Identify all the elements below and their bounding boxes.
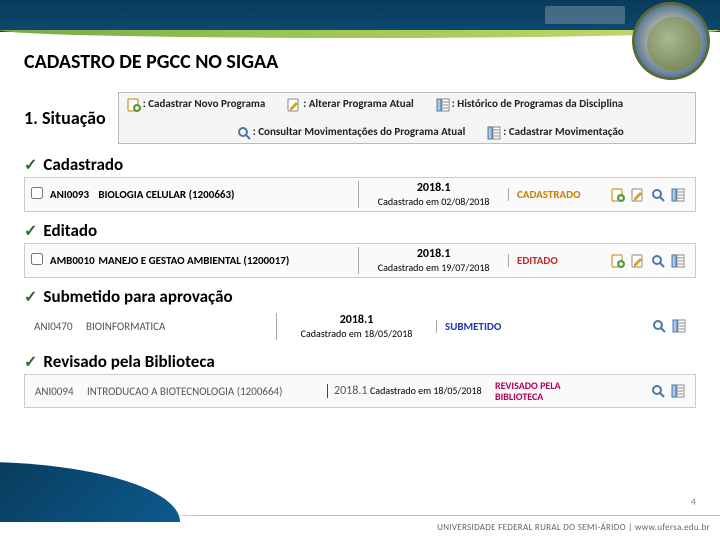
status-badge: SUBMETIDO	[436, 320, 546, 333]
magnifier-icon[interactable]	[651, 384, 665, 398]
state-label: Editado	[43, 220, 97, 241]
magnifier-icon	[237, 126, 250, 139]
page-title: CADASTRO DE PGCC NO SIGAA	[24, 50, 696, 74]
list-icon	[436, 98, 449, 111]
action-icons	[546, 319, 690, 333]
doc-plus-icon[interactable]	[611, 188, 625, 202]
pencil-icon[interactable]	[631, 188, 645, 202]
legend-label: : Consultar Movimentações do Programa At…	[253, 124, 466, 140]
state-heading: ✓ Submetido para aprovação	[24, 286, 696, 307]
period-value: 2018.1	[334, 384, 367, 398]
section-label: 1. Situação	[24, 107, 106, 129]
pencil-icon	[287, 98, 300, 111]
course-code: ANI0093	[46, 188, 98, 201]
page-number: 4	[691, 495, 696, 508]
legend-item: : Cadastrar Novo Programa	[127, 96, 266, 112]
course-code: ANI0470	[30, 320, 86, 333]
header-bar	[0, 0, 720, 32]
legend-item: : Histórico de Programas da Disciplina	[436, 96, 623, 112]
footer: 4 UNIVERSIDADE FEDERAL RURAL DO SEMI-ÁRI…	[0, 506, 720, 540]
magnifier-icon[interactable]	[652, 319, 666, 333]
check-icon: ✓	[24, 352, 37, 372]
state-label: Cadastrado	[43, 154, 123, 175]
doc-plus-icon[interactable]	[611, 254, 625, 268]
course-row: AMB0010 MANEJO E GESTAO AMBIENTAL (12000…	[24, 243, 696, 278]
footer-text: UNIVERSIDADE FEDERAL RURAL DO SEMI-ÁRIDO…	[437, 522, 710, 533]
list-icon	[487, 126, 500, 139]
legend-label: : Cadastrar Movimentação	[503, 124, 623, 140]
date-value: Cadastrado em 19/07/2018	[363, 261, 504, 274]
list-icon[interactable]	[671, 254, 685, 268]
course-row: ANI0094 INTRODUCAO A BIOTECNOLOGIA (1200…	[24, 374, 696, 408]
check-icon: ✓	[24, 287, 37, 307]
period-value: 2018.1	[363, 247, 504, 261]
action-icons	[597, 384, 689, 398]
doc-plus-icon	[127, 98, 140, 111]
period-cell: 2018.1Cadastrado em 19/07/2018	[358, 247, 508, 274]
action-icons	[611, 254, 689, 268]
state-label: Submetido para aprovação	[43, 286, 232, 307]
period-cell: 2018.1Cadastrado em 02/08/2018	[358, 181, 508, 208]
legend-label: : Histórico de Programas da Disciplina	[452, 96, 623, 112]
course-code: AMB0010	[46, 254, 98, 267]
status-badge: EDITADO	[508, 254, 611, 267]
date-value: Cadastrado em 02/08/2018	[363, 195, 504, 208]
legend-label: : Alterar Programa Atual	[303, 96, 414, 112]
course-code: ANI0094	[31, 385, 87, 398]
status-badge: CADASTRADO	[508, 188, 611, 201]
list-icon[interactable]	[671, 188, 685, 202]
legend-strip: : Cadastrar Novo Programa : Alterar Prog…	[118, 92, 696, 144]
row-checkbox[interactable]	[31, 253, 43, 265]
footer-curve	[0, 462, 180, 522]
legend-item: : Cadastrar Movimentação	[487, 124, 623, 140]
check-icon: ✓	[24, 221, 37, 241]
list-icon[interactable]	[671, 384, 685, 398]
list-icon[interactable]	[672, 319, 686, 333]
magnifier-icon[interactable]	[651, 188, 665, 202]
date-value: Cadastrado em 18/05/2018	[281, 327, 432, 340]
pencil-icon[interactable]	[631, 254, 645, 268]
legend-label: : Cadastrar Novo Programa	[143, 96, 266, 112]
status-badge: REVISADO PELA BIBLIOTECA	[487, 380, 597, 402]
course-name: MANEJO E GESTAO AMBIENTAL (1200017)	[98, 254, 358, 267]
check-icon: ✓	[24, 155, 37, 175]
state-heading: ✓ Cadastrado	[24, 154, 696, 175]
header-menu-blur	[545, 6, 625, 24]
period-cell: 2018.1 Cadastrado em 18/05/2018	[327, 384, 487, 398]
magnifier-icon[interactable]	[651, 254, 665, 268]
period-value: 2018.1	[281, 313, 432, 327]
row-checkbox[interactable]	[31, 187, 43, 199]
slide-content: CADASTRO DE PGCC NO SIGAA 1. Situação : …	[0, 32, 720, 408]
course-name: BIOLOGIA CELULAR (1200663)	[98, 188, 358, 201]
state-label: Revisado pela Biblioteca	[43, 351, 214, 372]
action-icons	[611, 188, 689, 202]
legend-item: : Alterar Programa Atual	[287, 96, 414, 112]
course-name: INTRODUCAO A BIOTECNOLOGIA (1200664)	[87, 385, 327, 398]
period-value: 2018.1	[363, 181, 504, 195]
course-row: ANI0093 BIOLOGIA CELULAR (1200663) 2018.…	[24, 177, 696, 212]
period-cell: 2018.1Cadastrado em 18/05/2018	[276, 313, 436, 340]
state-heading: ✓ Revisado pela Biblioteca	[24, 351, 696, 372]
section-row: 1. Situação : Cadastrar Novo Programa : …	[24, 92, 696, 144]
date-value: Cadastrado em 18/05/2018	[370, 384, 482, 397]
state-heading: ✓ Editado	[24, 220, 696, 241]
course-row: ANI0470 BIOINFORMATICA 2018.1Cadastrado …	[24, 309, 696, 343]
course-name: BIOINFORMATICA	[86, 320, 276, 333]
legend-item: : Consultar Movimentações do Programa At…	[237, 124, 466, 140]
ufersa-logo	[632, 2, 710, 80]
